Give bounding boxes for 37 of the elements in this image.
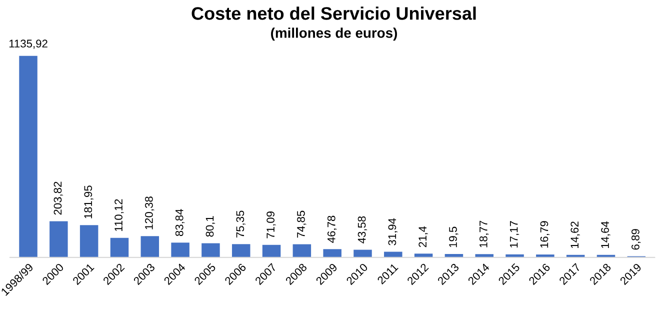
bar xyxy=(80,225,98,258)
data-label: 46,78 xyxy=(327,216,337,243)
bar xyxy=(202,243,220,258)
bar xyxy=(50,221,68,258)
data-label: 203,82 xyxy=(54,182,63,215)
data-label: 14,64 xyxy=(601,221,610,248)
bar xyxy=(292,244,312,258)
bar xyxy=(232,244,250,258)
bar xyxy=(354,250,372,258)
data-label: 19,5 xyxy=(449,226,458,248)
bar xyxy=(475,254,494,258)
chart-title: Coste neto del Servicio Universal xyxy=(192,6,476,20)
bar xyxy=(323,249,342,258)
data-label: 120,38 xyxy=(145,196,154,230)
bar xyxy=(171,242,190,258)
data-label: 181,95 xyxy=(84,186,94,218)
data-label: 110,12 xyxy=(114,199,124,232)
bar xyxy=(110,238,129,258)
data-label: 1135,92 xyxy=(9,40,48,49)
bar xyxy=(414,254,433,258)
bar xyxy=(140,236,160,258)
data-label: 74,85 xyxy=(297,210,306,238)
data-label: 16,79 xyxy=(540,221,550,248)
bar xyxy=(19,56,38,258)
data-label: 71,09 xyxy=(266,212,276,238)
data-label: 6,89 xyxy=(632,229,641,250)
data-label: 43,58 xyxy=(358,216,368,244)
data-label: 83,84 xyxy=(175,209,185,236)
data-label: 21,4 xyxy=(418,226,428,248)
data-label: 14,62 xyxy=(570,222,580,248)
data-label: 31,94 xyxy=(388,218,398,246)
data-label: 75,35 xyxy=(236,210,246,238)
data-label: 18,77 xyxy=(479,220,489,248)
bar xyxy=(262,244,281,258)
chart-subtitle: (millones de euros) xyxy=(271,28,397,41)
data-label: 80,1 xyxy=(206,216,215,237)
data-label: 17,17 xyxy=(510,221,520,248)
